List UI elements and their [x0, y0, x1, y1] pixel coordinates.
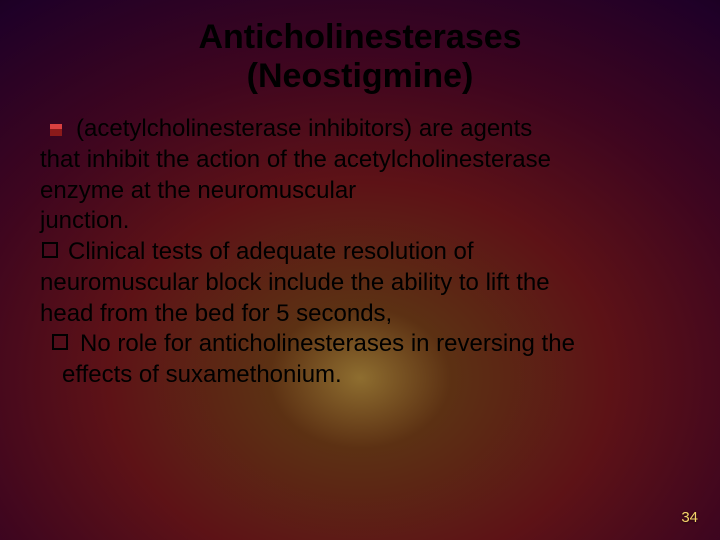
slide: Anticholinesterases (Neostigmine) (acety…	[0, 0, 720, 540]
body-line-4: junction.	[40, 206, 680, 237]
page-number: 34	[681, 509, 698, 526]
body-line-3: enzyme at the neuromuscular	[40, 176, 680, 207]
body-line-6: neuromuscular block include the ability …	[40, 268, 680, 299]
body-text-5: Clinical tests of adequate resolution of	[68, 238, 474, 265]
title-line-2: (Neostigmine)	[40, 57, 680, 96]
body-line-8: No role for anticholinesterases in rever…	[40, 329, 680, 360]
body-line-1: (acetylcholinesterase inhibitors) are ag…	[40, 114, 680, 145]
checkbox-bullet-icon	[52, 334, 68, 350]
body-line-5: Clinical tests of adequate resolution of	[40, 237, 680, 268]
body-line-2: that inhibit the action of the acetylcho…	[40, 145, 680, 176]
body-line-7: head from the bed for 5 seconds,	[40, 299, 680, 330]
body-text-8: No role for anticholinesterases in rever…	[80, 330, 575, 357]
square-bullet-icon	[50, 124, 62, 136]
slide-body: (acetylcholinesterase inhibitors) are ag…	[40, 114, 680, 390]
checkbox-bullet-icon	[42, 242, 58, 258]
title-line-1: Anticholinesterases	[40, 18, 680, 57]
body-line-9: effects of suxamethonium.	[40, 360, 680, 391]
body-text-1: (acetylcholinesterase inhibitors) are ag…	[76, 115, 532, 142]
slide-title: Anticholinesterases (Neostigmine)	[40, 18, 680, 96]
